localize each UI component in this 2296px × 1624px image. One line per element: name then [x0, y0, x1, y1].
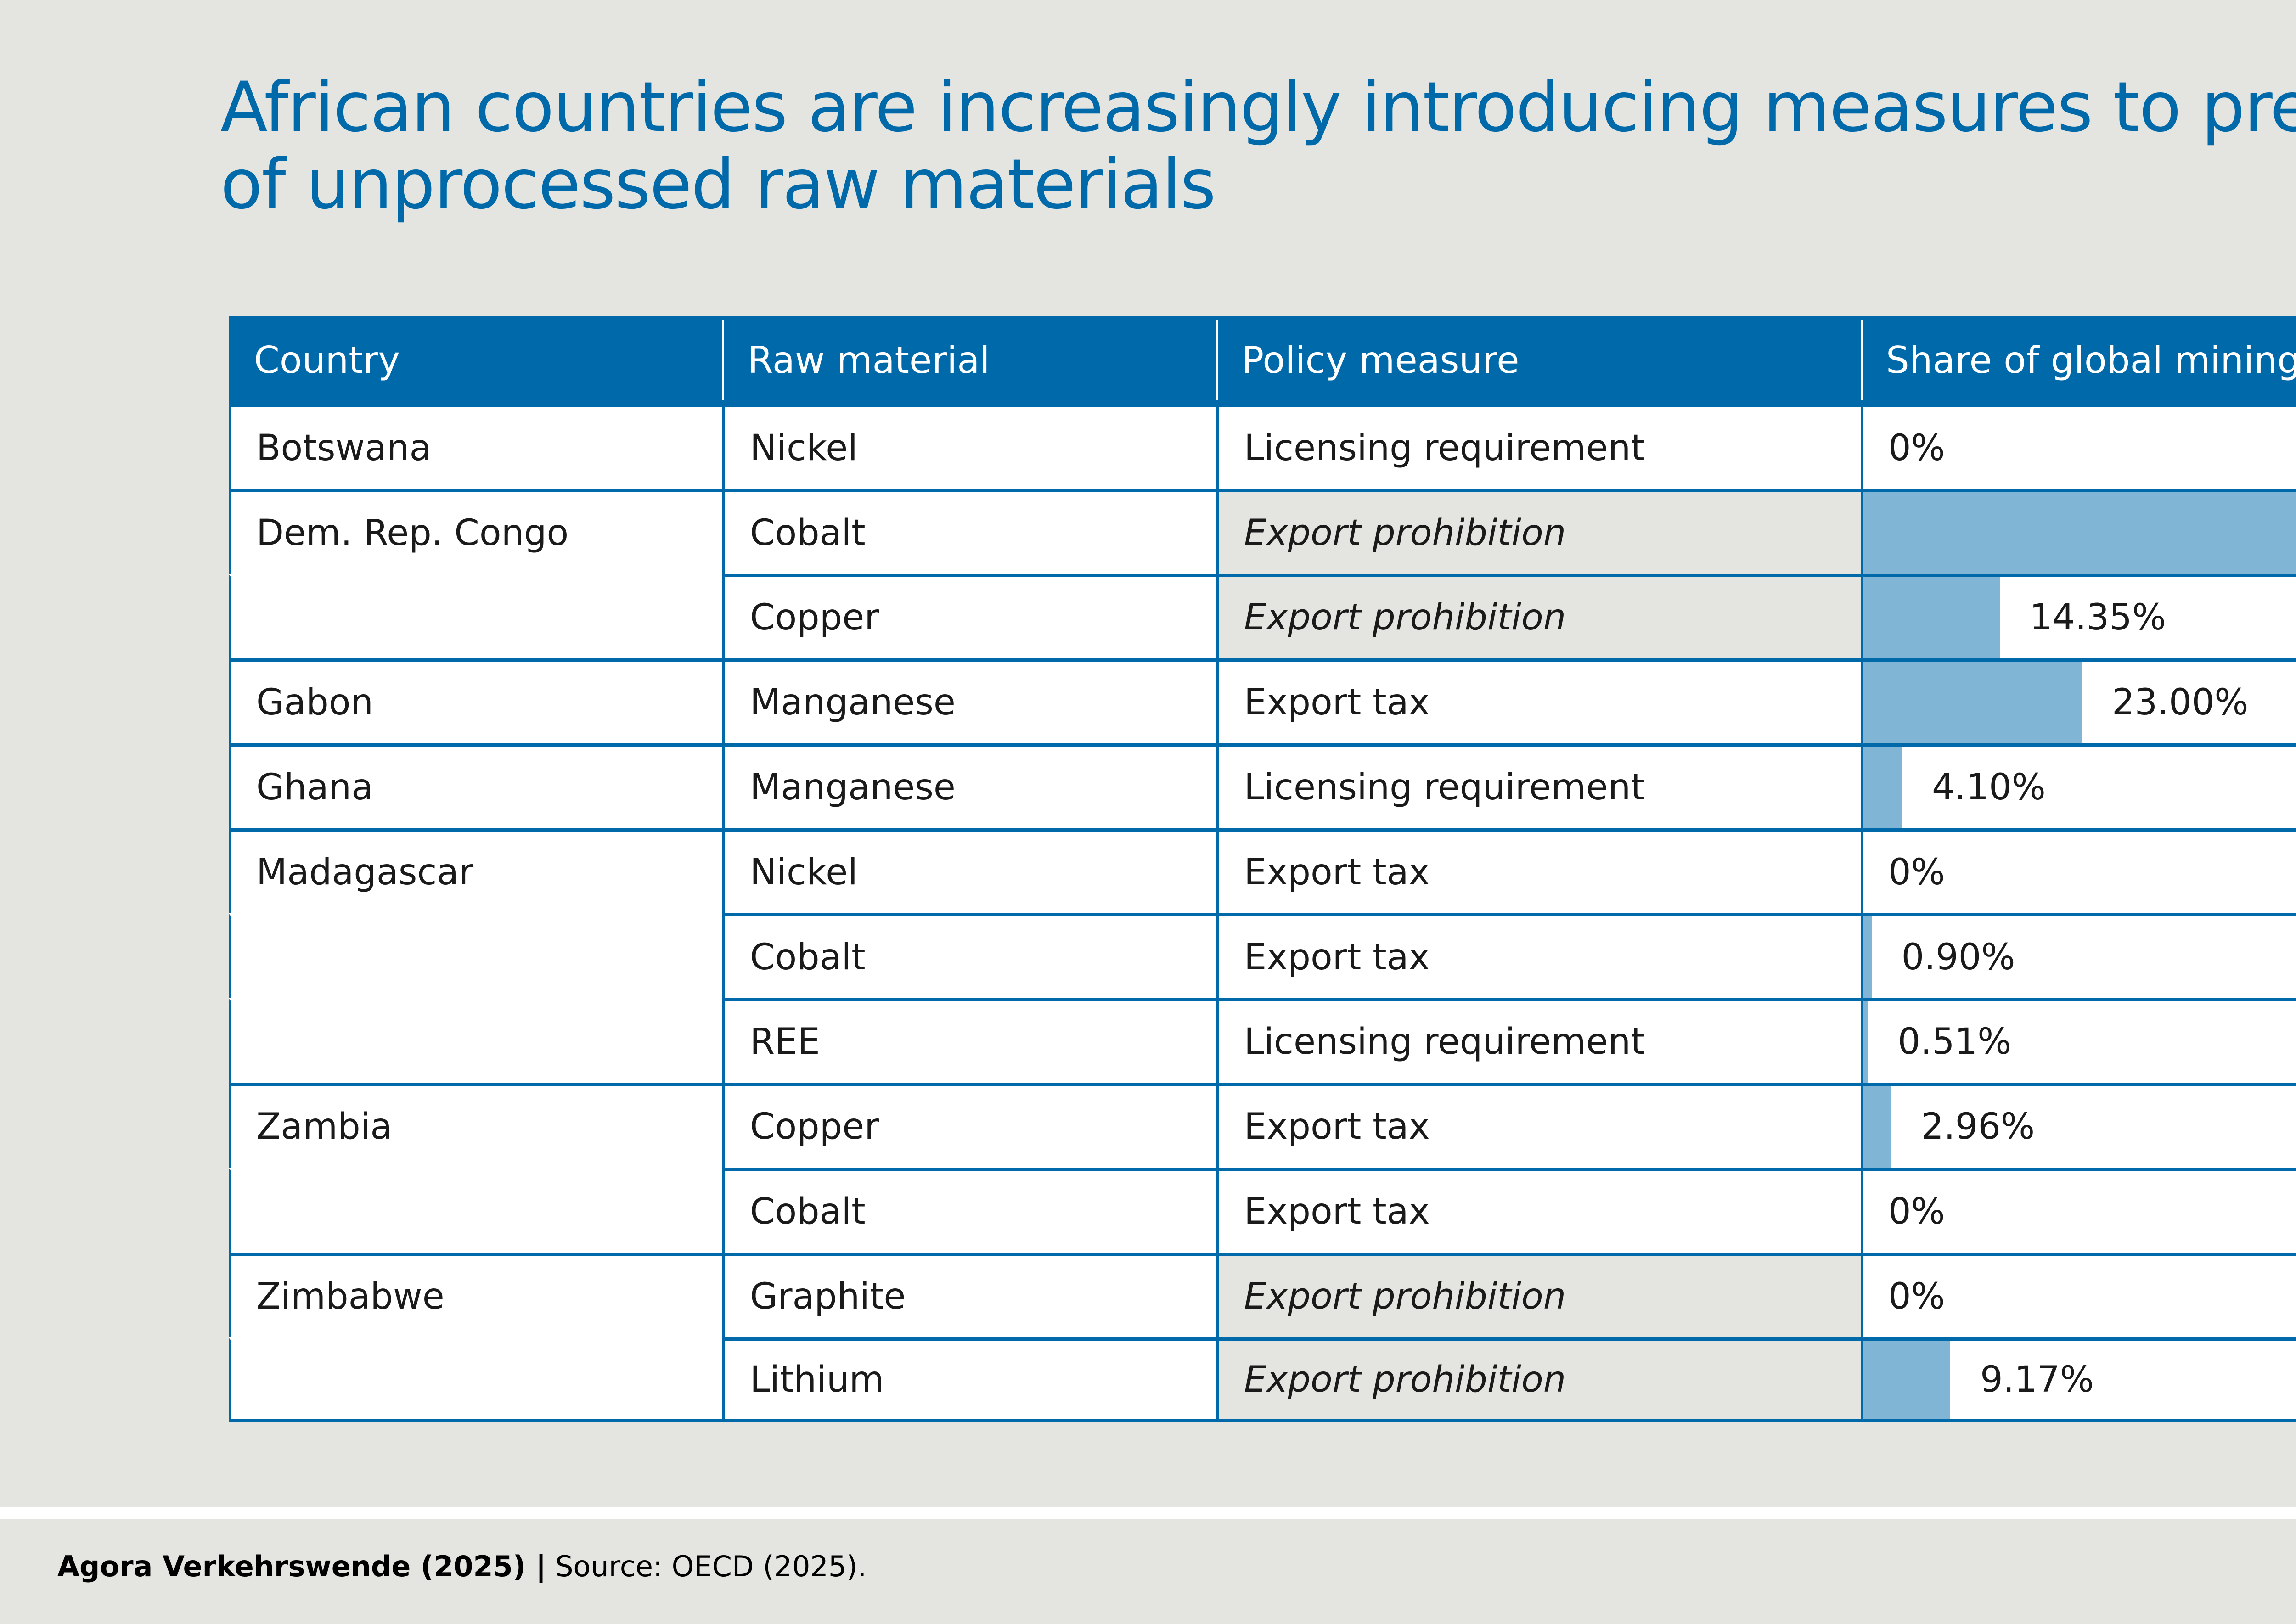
share-bar	[1863, 662, 2082, 744]
table-row: Zimbabwe Graphite Export prohibition 0%	[229, 1252, 2296, 1337]
share-value-label: 23.00%	[2112, 682, 2249, 724]
raw-material-cell: Lithium	[722, 1340, 1216, 1419]
country-cell	[229, 1337, 722, 1419]
share-cell: 0.90%	[1861, 916, 2296, 998]
page-title: African countries are increasingly intro…	[220, 67, 2296, 225]
country-cell: Madagascar	[229, 831, 722, 913]
column-header-share: Share of global mining production (2024)	[1861, 316, 2296, 404]
raw-material-cell: Copper	[722, 1086, 1216, 1168]
policy-measure-cell: Licensing requirement	[1216, 1001, 1861, 1083]
share-cell: 0.51%	[1861, 1001, 2296, 1083]
table-row: Copper Export prohibition 14.35%	[229, 573, 2296, 659]
share-value-label: 0%	[1888, 851, 1945, 893]
share-bar	[1863, 1001, 1868, 1083]
share-cell: 14.35%	[1861, 577, 2296, 659]
share-value-label: 14.35%	[2029, 597, 2167, 639]
country-cell: Zambia	[229, 1086, 722, 1168]
country-cell	[229, 573, 722, 659]
share-cell: 9.17%	[1861, 1340, 2296, 1419]
policy-measure-cell: Export tax	[1216, 1086, 1861, 1168]
table-row: REE Licensing requirement 0.51%	[229, 998, 2296, 1083]
table-row: Botswana Nickel Licensing requirement 0%	[229, 404, 2296, 489]
raw-material-cell: Cobalt	[722, 492, 1216, 574]
share-value-label: 4.10%	[1932, 767, 2046, 809]
share-value-label: 9.17%	[1980, 1359, 2094, 1401]
raw-material-cell: Graphite	[722, 1255, 1216, 1337]
share-cell: 75.86%	[1861, 492, 2296, 574]
policy-measure-cell: Licensing requirement	[1216, 747, 1861, 828]
footer-source: Source: OECD (2025).	[546, 1550, 867, 1583]
raw-material-cell: Manganese	[722, 662, 1216, 744]
footer-credit: Agora Verkehrswende (2025) | Source: OEC…	[57, 1550, 867, 1583]
share-bar	[1863, 1340, 1951, 1419]
policy-measure-cell: Licensing requirement	[1216, 407, 1861, 489]
policy-measure-cell: Export tax	[1216, 831, 1861, 913]
country-cell: Botswana	[229, 407, 722, 489]
column-header-raw-material: Raw material	[722, 316, 1216, 404]
table-row: Cobalt Export tax 0%	[229, 1168, 2296, 1253]
table-body: Botswana Nickel Licensing requirement 0% Dem…	[229, 404, 2296, 1422]
policy-table: Country Raw material Policy measure Shar…	[229, 316, 2296, 1422]
column-header-policy-measure: Policy measure	[1216, 316, 1861, 404]
footer-author: Agora Verkehrswende (2025) |	[57, 1550, 546, 1583]
country-cell	[229, 1168, 722, 1253]
raw-material-cell: Cobalt	[722, 1171, 1216, 1253]
share-cell: 2.96%	[1861, 1086, 2296, 1168]
raw-material-cell: Copper	[722, 577, 1216, 659]
footer-divider	[0, 1507, 2296, 1519]
share-value-label: 0%	[1888, 427, 1945, 469]
share-value-label: 0.51%	[1897, 1021, 2012, 1063]
table-row: Ghana Manganese Licensing requirement 4.10%	[229, 743, 2296, 828]
table-row: Zambia Copper Export tax 2.96%	[229, 1083, 2296, 1168]
share-bar	[1863, 747, 1902, 828]
raw-material-cell: REE	[722, 1001, 1216, 1083]
country-cell: Gabon	[229, 662, 722, 744]
share-value-label: 2.96%	[1921, 1106, 2035, 1148]
share-cell: 0%	[1861, 1255, 2296, 1337]
country-cell: Zimbabwe	[229, 1255, 722, 1337]
policy-measure-cell: Export prohibition	[1216, 1340, 1861, 1419]
share-bar	[1863, 492, 2296, 574]
country-cell: Dem. Rep. Congo	[229, 492, 722, 574]
share-bar	[1863, 916, 1872, 998]
share-cell: 0%	[1861, 407, 2296, 489]
raw-material-cell: Cobalt	[722, 916, 1216, 998]
share-cell: 23.00%	[1861, 662, 2296, 744]
table-row: Lithium Export prohibition 9.17%	[229, 1337, 2296, 1422]
policy-measure-cell: Export prohibition	[1216, 492, 1861, 574]
country-cell	[229, 913, 722, 998]
share-value-label: 0.90%	[1901, 936, 2015, 978]
country-cell	[229, 998, 722, 1083]
policy-measure-cell: Export tax	[1216, 1171, 1861, 1253]
table-row: Madagascar Nickel Export tax 0%	[229, 828, 2296, 913]
policy-measure-cell: Export prohibition	[1216, 577, 1861, 659]
share-cell: 0%	[1861, 831, 2296, 913]
share-value-label: 0%	[1888, 1191, 1945, 1233]
share-cell: 0%	[1861, 1171, 2296, 1253]
share-cell: 4.10%	[1861, 747, 2296, 828]
share-bar	[1863, 1086, 1891, 1168]
table-row: Cobalt Export tax 0.90%	[229, 913, 2296, 998]
share-bar	[1863, 577, 2000, 659]
table-header: Country Raw material Policy measure Shar…	[229, 316, 2296, 404]
share-value-label: 0%	[1888, 1276, 1945, 1317]
raw-material-cell: Nickel	[722, 831, 1216, 913]
country-cell: Ghana	[229, 747, 722, 828]
raw-material-cell: Nickel	[722, 407, 1216, 489]
column-header-country: Country	[254, 339, 400, 382]
raw-material-cell: Manganese	[722, 747, 1216, 828]
policy-measure-cell: Export tax	[1216, 916, 1861, 998]
policy-measure-cell: Export tax	[1216, 662, 1861, 744]
policy-measure-cell: Export prohibition	[1216, 1255, 1861, 1337]
table-row: Gabon Manganese Export tax 23.00%	[229, 658, 2296, 744]
